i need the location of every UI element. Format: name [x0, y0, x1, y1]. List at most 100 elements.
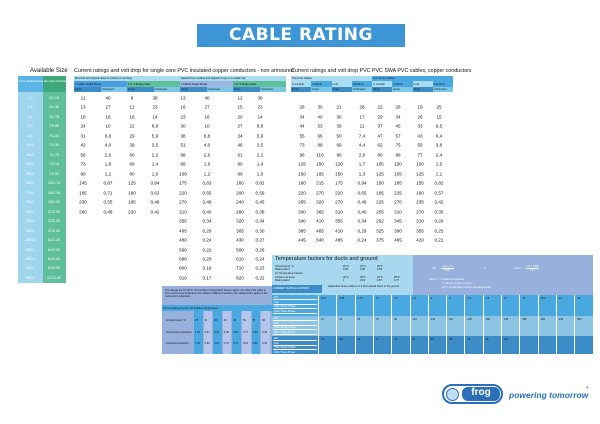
table-cell: 410 [316, 218, 324, 224]
table-cell: 200 [236, 190, 244, 196]
table-cell: 98 [395, 152, 401, 158]
air-temp-heading: Air Temperature Factors [275, 272, 303, 275]
table-cell: 150 [298, 171, 306, 177]
formula-where: mV = Appropriate mV/A/m drop/amp/metre [442, 286, 492, 289]
table-cell: 105 [376, 161, 384, 167]
ambient-temp: 35 [214, 319, 218, 322]
strand-value: 19/2.52 [48, 200, 60, 205]
temp-value: 20°C [343, 265, 349, 268]
table-cell: 1,0 [256, 171, 264, 177]
table-cell: 220 [298, 190, 306, 196]
table-cell: 0,26 [255, 247, 265, 253]
table-cell: 13 [180, 95, 186, 101]
unit-header: Amps [233, 87, 260, 92]
table-cell: 4,0 [104, 142, 112, 148]
table-cell: 5,9 [256, 133, 264, 139]
table-cell: 355 [416, 228, 424, 234]
grid-cell: 17 [375, 338, 379, 341]
ambient-title: Current Rating Factors for Ambient Tempe… [162, 305, 272, 311]
grid-divider [555, 295, 557, 316]
table-cell: 13 [80, 104, 86, 110]
sub-header: Volt Drop [351, 81, 372, 87]
table-cell: 0,40 [357, 209, 367, 215]
table-cell: 1,2 [104, 171, 112, 177]
table-cell: 280 [236, 209, 244, 215]
table-cell: 1,1 [435, 171, 443, 177]
grid-cell: 9.6 [339, 338, 343, 341]
table-cell: 0,17 [202, 275, 212, 281]
table-cell: 0,24 [255, 256, 265, 262]
table-cell: 0,40 [202, 209, 212, 215]
overload-factor: 0.87 [214, 342, 220, 345]
grid-cell: 132 [430, 318, 436, 321]
table-cell: 6,8 [203, 133, 211, 139]
table-cell: 6,4 [435, 133, 443, 139]
table-cell: 150 [376, 180, 384, 186]
table-cell: 22 [129, 123, 135, 129]
strand-value: 61/3.20 [48, 266, 60, 271]
grid-row-label: 230v Single Phase [273, 305, 317, 310]
table-cell: 325 [376, 228, 384, 234]
table-cell: 540 [316, 237, 324, 243]
grid-cell: 79 [467, 338, 471, 341]
table-cell: 0,82 [434, 180, 444, 186]
table-cell: 355 [335, 218, 343, 224]
table-cell: 39 [129, 142, 135, 148]
table-cell: 0,22 [202, 247, 212, 253]
overcurrent-factor: 0.86 [233, 331, 239, 334]
table-cell: 90 [80, 171, 86, 177]
strand-value: 7/1.70 [49, 152, 59, 157]
table-cell: 1,4 [256, 161, 264, 167]
grid-divider [501, 316, 502, 336]
group-header: Spaced from surface and clipped to tray … [181, 77, 246, 80]
table-cell: 8,8 [256, 123, 264, 129]
unit-header: mV/Amp/m [100, 87, 127, 92]
table-cell: 12 [129, 104, 135, 110]
grid-cell: 18.5 [540, 297, 546, 300]
grid-band [272, 295, 593, 316]
table-cell: 68 [129, 161, 135, 167]
table-cell: 53 [317, 123, 323, 129]
size-value: 185,0 [25, 228, 35, 233]
available-size-title: Available Size [30, 68, 68, 74]
table-cell: 3,5 [256, 142, 264, 148]
table-cell: 17 [359, 114, 365, 120]
table-cell: 29 [129, 133, 135, 139]
strand-value: 61/2.85 [48, 256, 60, 261]
grid-cell: 315 [504, 318, 509, 321]
ambient-temp: 55 [252, 319, 256, 322]
strand-value: 127/2.52 [47, 275, 61, 280]
table-cell: 12 [237, 95, 243, 101]
size-value: 120,0 [25, 209, 35, 214]
grid-divider [555, 336, 557, 354]
strand-value: 1/1.78 [49, 114, 59, 119]
size-value: 4,0 [27, 124, 33, 129]
formula-vd: Vd= [432, 267, 437, 270]
grid-cell: 2.2 [412, 297, 417, 300]
table-cell: 15 [436, 114, 442, 120]
table-cell: 55 [299, 133, 305, 139]
table-cell: 2,4 [435, 152, 443, 158]
table-cell: 320 [236, 218, 244, 224]
table-cell: 0,83 [202, 180, 212, 186]
table-cell: 320 [316, 199, 324, 205]
grid-divider [372, 316, 374, 336]
table-cell: 2,6 [203, 152, 211, 158]
table-cell: 25 [436, 104, 442, 110]
table-cell: 0,34 [202, 218, 212, 224]
unit-header: Amps [291, 87, 312, 92]
ambient-temp-label: Ambient temp °C [166, 319, 186, 322]
size-value: 95,0 [26, 200, 34, 205]
table-cell: 27 [237, 123, 243, 129]
grid-divider [409, 336, 410, 354]
grid-row-label: 230v Single Phase [273, 346, 317, 351]
table-cell: 116 [316, 152, 324, 158]
table-cell: 23 [152, 104, 158, 110]
grid-cell: 0.75 [357, 297, 363, 300]
formula-denominator: I x L [530, 269, 535, 272]
table-cell: 0,29 [357, 228, 367, 234]
sub-header: 3 or 4 Single-phase [233, 81, 286, 87]
strand-value: 7/0.85 [49, 124, 59, 129]
ambient-temp: 30 [204, 319, 208, 322]
table-cell: 0,19 [202, 265, 212, 271]
